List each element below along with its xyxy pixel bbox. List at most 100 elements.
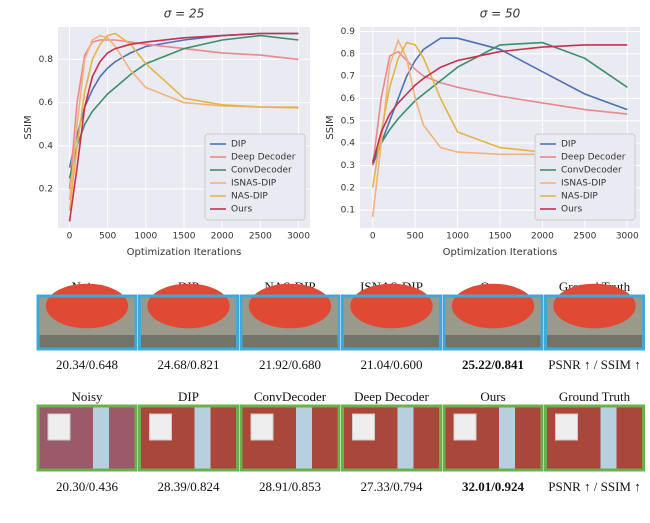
- image-caption: 28.39/0.824: [157, 479, 220, 494]
- y-tick-label: 0.2: [341, 183, 355, 193]
- legend-label: DIP: [231, 140, 247, 150]
- y-tick-label: 0.8: [341, 49, 356, 59]
- image-caption: 32.01/0.924: [462, 479, 525, 494]
- legend: [205, 134, 305, 220]
- image-shadow: [140, 335, 238, 349]
- image-fruit: [350, 284, 432, 329]
- image: [444, 284, 542, 349]
- x-tick-label: 2500: [573, 232, 596, 242]
- image-shadow: [444, 335, 542, 349]
- image-pillar: [93, 406, 109, 470]
- image-fruit: [553, 284, 635, 329]
- image-pillar: [296, 406, 312, 470]
- y-tick-label: 0.7: [341, 72, 355, 82]
- image-pillar: [601, 406, 617, 470]
- y-tick-label: 0.5: [341, 116, 355, 126]
- y-tick-label: 0.8: [39, 55, 54, 65]
- image-caption: PSNR ↑ / SSIM ↑: [548, 479, 640, 494]
- image-pillar: [195, 406, 211, 470]
- image-pillar: [398, 406, 414, 470]
- legend-label: ConvDecoder: [231, 166, 292, 176]
- y-tick-label: 0.4: [39, 141, 54, 151]
- image: [38, 406, 136, 470]
- x-tick-label: 2000: [211, 232, 234, 242]
- legend-label: ISNAS-DIP: [561, 179, 607, 189]
- chart-title: σ = 25: [164, 7, 205, 21]
- legend-label: ISNAS-DIP: [231, 179, 277, 189]
- image-fruit: [147, 284, 229, 329]
- image: [38, 284, 136, 349]
- y-tick-label: 0.6: [341, 94, 356, 104]
- chart-title: σ = 50: [480, 7, 521, 21]
- image: [241, 406, 339, 470]
- image-shadow: [38, 335, 136, 349]
- image-caption: 24.68/0.821: [157, 357, 219, 372]
- image-caption: 21.92/0.680: [259, 357, 321, 372]
- image-caption: 20.30/0.436: [56, 479, 119, 494]
- image: [343, 284, 441, 349]
- image-shadow: [546, 335, 644, 349]
- image-caption: 27.33/0.794: [360, 479, 423, 494]
- image-label: Noisy: [71, 389, 103, 404]
- image-window: [454, 414, 476, 440]
- image: [140, 406, 238, 470]
- image-window: [353, 414, 375, 440]
- x-tick-label: 3000: [616, 232, 639, 242]
- legend-label: Ours: [231, 205, 252, 215]
- x-tick-label: 1500: [173, 232, 196, 242]
- image-label: Ground Truth: [559, 389, 631, 404]
- y-tick-label: 0.3: [341, 161, 355, 171]
- image-pillar: [499, 406, 515, 470]
- x-tick-label: 1000: [134, 232, 157, 242]
- image-caption: 25.22/0.841: [462, 357, 524, 372]
- image-window: [150, 414, 172, 440]
- y-tick-label: 0.2: [39, 185, 53, 195]
- x-axis-label: Optimization Iterations: [443, 247, 558, 258]
- image: [241, 284, 339, 349]
- x-tick-label: 3000: [287, 232, 310, 242]
- x-tick-label: 500: [99, 232, 116, 242]
- x-axis-label: Optimization Iterations: [127, 247, 242, 258]
- image-label: ConvDecoder: [254, 389, 327, 404]
- image: [343, 406, 441, 470]
- legend-label: NAS-DIP: [561, 192, 598, 202]
- image-shadow: [241, 335, 339, 349]
- image-label: Deep Decoder: [354, 389, 429, 404]
- legend-label: Ours: [561, 205, 582, 215]
- y-tick-label: 0.4: [341, 139, 356, 149]
- x-tick-label: 0: [370, 232, 376, 242]
- legend-label: Deep Decoder: [561, 153, 626, 163]
- x-tick-label: 2000: [531, 232, 554, 242]
- image: [546, 406, 644, 470]
- legend-label: DIP: [561, 140, 577, 150]
- image-fruit: [249, 284, 331, 329]
- image-fruit: [46, 284, 128, 329]
- legend-label: Deep Decoder: [231, 153, 296, 163]
- image-window: [556, 414, 578, 440]
- image-window: [251, 414, 273, 440]
- y-tick-label: 0.1: [341, 206, 355, 216]
- image-label: Ours: [480, 389, 505, 404]
- legend-label: ConvDecoder: [561, 166, 622, 176]
- image-caption: PSNR ↑ / SSIM ↑: [548, 357, 640, 372]
- x-tick-label: 1000: [446, 232, 469, 242]
- x-tick-label: 500: [407, 232, 424, 242]
- y-tick-label: 0.6: [39, 98, 54, 108]
- x-tick-label: 0: [67, 232, 73, 242]
- image-caption: 28.91/0.853: [259, 479, 321, 494]
- y-axis-label: SSIM: [23, 115, 34, 139]
- image-shadow: [343, 335, 441, 349]
- y-tick-label: 0.9: [341, 27, 356, 37]
- image-window: [48, 414, 70, 440]
- image-caption: 21.04/0.600: [360, 357, 422, 372]
- image-caption: 20.34/0.648: [56, 357, 118, 372]
- x-tick-label: 1500: [489, 232, 512, 242]
- image: [444, 406, 542, 470]
- legend-label: NAS-DIP: [231, 192, 268, 202]
- image: [140, 284, 238, 349]
- x-tick-label: 2500: [249, 232, 272, 242]
- figure: σ = 25 0.2 0.4 0.6 0.8 0 500 1000 1500 2000 2500 30…: [0, 0, 650, 523]
- y-axis-label: SSIM: [325, 115, 336, 139]
- legend: [535, 134, 635, 220]
- image-fruit: [452, 284, 534, 329]
